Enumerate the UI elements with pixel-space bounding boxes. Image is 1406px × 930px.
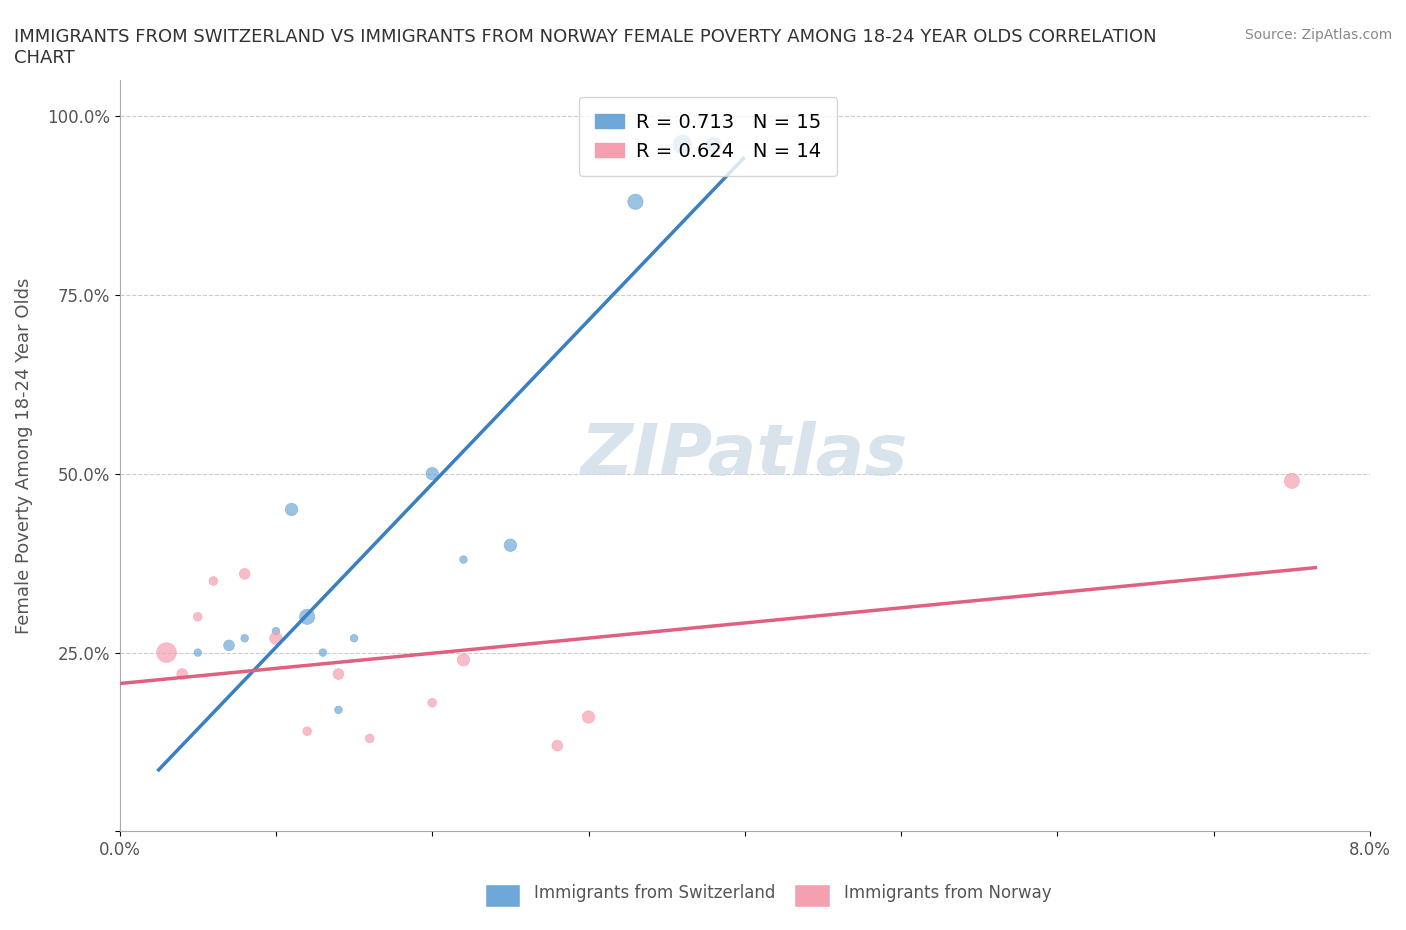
Point xyxy=(233,566,256,581)
Point xyxy=(359,731,381,746)
Point xyxy=(703,137,725,152)
Point xyxy=(420,696,443,711)
Point xyxy=(218,638,240,653)
Point xyxy=(155,645,177,660)
Point xyxy=(312,645,335,660)
Point xyxy=(172,667,194,682)
Point xyxy=(295,724,318,738)
Point xyxy=(328,667,350,682)
Point xyxy=(264,624,287,639)
Point xyxy=(328,702,350,717)
Text: Source: ZipAtlas.com: Source: ZipAtlas.com xyxy=(1244,28,1392,42)
Point xyxy=(295,609,318,624)
Point xyxy=(187,609,209,624)
Point xyxy=(499,538,522,552)
Point xyxy=(578,710,600,724)
Point xyxy=(233,631,256,645)
Point xyxy=(624,194,647,209)
Legend: R = 0.713   N = 15, R = 0.624   N = 14: R = 0.713 N = 15, R = 0.624 N = 14 xyxy=(579,98,837,176)
Point xyxy=(453,652,475,667)
Point xyxy=(671,137,693,152)
Point xyxy=(202,574,225,589)
Point xyxy=(546,738,568,753)
Text: ZIPatlas: ZIPatlas xyxy=(581,421,908,490)
Text: IMMIGRANTS FROM SWITZERLAND VS IMMIGRANTS FROM NORWAY FEMALE POVERTY AMONG 18-24: IMMIGRANTS FROM SWITZERLAND VS IMMIGRANT… xyxy=(14,28,1157,67)
Point xyxy=(280,502,302,517)
Point xyxy=(264,631,287,645)
Point xyxy=(343,631,366,645)
Point xyxy=(420,466,443,481)
Point xyxy=(1281,473,1303,488)
Text: Immigrants from Norway: Immigrants from Norway xyxy=(844,884,1052,902)
Point xyxy=(187,645,209,660)
Y-axis label: Female Poverty Among 18-24 Year Olds: Female Poverty Among 18-24 Year Olds xyxy=(15,277,32,634)
Text: Immigrants from Switzerland: Immigrants from Switzerland xyxy=(534,884,776,902)
Point xyxy=(453,552,475,567)
